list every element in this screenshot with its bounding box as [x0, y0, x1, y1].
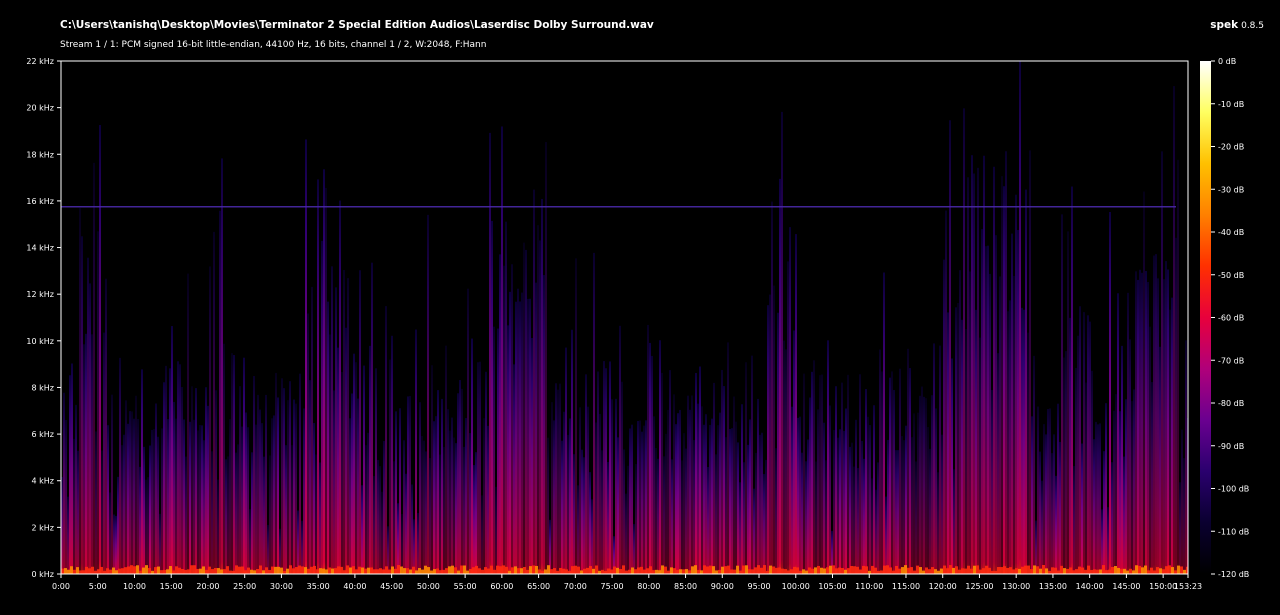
x-tick-label: 30:00: [270, 582, 293, 591]
y-tick-label: 0 kHz: [32, 570, 54, 579]
colorbar-tick-label: -20 dB: [1218, 143, 1244, 152]
x-tick-label: 0:00: [52, 582, 70, 591]
colorbar-tick-label: -30 dB: [1218, 185, 1244, 194]
x-tick-label: 130:00: [1002, 582, 1030, 591]
colorbar-tick-label: -70 dB: [1218, 356, 1244, 365]
app-title: spek: [1210, 19, 1239, 31]
x-tick-label: 110:00: [855, 582, 883, 591]
x-tick-label: 15:00: [160, 582, 183, 591]
colorbar-tick-label: -60 dB: [1218, 314, 1244, 323]
x-tick-label: 55:00: [454, 582, 477, 591]
colorbar-tick-label: -90 dB: [1218, 442, 1244, 451]
x-tick-label: 115:00: [892, 582, 920, 591]
file-path: C:\Users\tanishq\Desktop\Movies\Terminat…: [60, 19, 654, 31]
x-tick-label: 45:00: [380, 582, 403, 591]
x-tick-label: 145:00: [1112, 582, 1140, 591]
colorbar-tick-label: -110 dB: [1218, 527, 1249, 536]
colorbar-tick-label: -40 dB: [1218, 228, 1244, 237]
y-tick-label: 8 kHz: [32, 383, 54, 392]
y-tick-label: 12 kHz: [26, 290, 54, 299]
colorbar-tick-label: -120 dB: [1218, 570, 1249, 579]
x-tick-label: 140:00: [1076, 582, 1104, 591]
x-tick-label: 75:00: [601, 582, 624, 591]
y-tick-label: 22 kHz: [26, 57, 54, 66]
app-version: 0.8.5: [1241, 21, 1264, 31]
app-name: spek 0.8.5: [1210, 19, 1264, 31]
x-tick-label: 120:00: [929, 582, 957, 591]
colorbar-tick-label: -80 dB: [1218, 399, 1244, 408]
y-tick-label: 4 kHz: [32, 477, 54, 486]
x-tick-label: 105:00: [818, 582, 846, 591]
x-tick-label: 150:00: [1149, 582, 1177, 591]
x-tick-label: 50:00: [417, 582, 440, 591]
x-tick-label: 60:00: [490, 582, 513, 591]
colorbar-tick-label: -10 dB: [1218, 100, 1244, 109]
x-tick-label: 70:00: [564, 582, 587, 591]
x-tick-label: 95:00: [747, 582, 770, 591]
x-tick-label: 65:00: [527, 582, 550, 591]
x-tick-label: 100:00: [782, 582, 810, 591]
x-tick-label: 85:00: [674, 582, 697, 591]
y-tick-label: 14 kHz: [26, 244, 54, 253]
x-tick-label: 90:00: [711, 582, 734, 591]
colorbar-tick-label: -100 dB: [1218, 485, 1249, 494]
y-tick-label: 10 kHz: [26, 337, 54, 346]
spectrum-layer: [61, 61, 1188, 574]
x-tick-label: 40:00: [343, 582, 366, 591]
x-tick-label: 25:00: [233, 582, 256, 591]
x-tick-label: 5:00: [89, 582, 107, 591]
x-tick-label: 125:00: [965, 582, 993, 591]
x-tick-label: 135:00: [1039, 582, 1067, 591]
y-tick-label: 18 kHz: [26, 150, 54, 159]
x-tick-label: 20:00: [196, 582, 219, 591]
colorbar-tick-label: -50 dB: [1218, 271, 1244, 280]
colorbar: [1200, 61, 1211, 574]
stream-info: Stream 1 / 1: PCM signed 16-bit little-e…: [60, 40, 487, 50]
y-tick-label: 16 kHz: [26, 197, 54, 206]
x-tick-label: 153:23: [1174, 582, 1202, 591]
y-tick-label: 20 kHz: [26, 104, 54, 113]
frequency-axis: 0 kHz 2 kHz 4 kHz 6 kHz 8 kHz 10 kHz 12 kHz 14 …: [26, 57, 61, 579]
x-tick-label: 10:00: [123, 582, 146, 591]
y-tick-label: 2 kHz: [32, 523, 54, 532]
y-tick-label: 6 kHz: [32, 430, 54, 439]
x-tick-label: 80:00: [637, 582, 660, 591]
plot-frame: [60, 60, 1189, 575]
colorbar-tick-label: 0 dB: [1218, 57, 1236, 66]
time-axis: 0:00 5:00 10:00 15:00 20:00 25:00 30:00 35:00 40…: [52, 574, 1202, 591]
colorbar-axis: 0 dB -10 dB -20 dB -30 dB -40 dB -50 dB -60 dB…: [1211, 57, 1249, 579]
x-tick-label: 35:00: [307, 582, 330, 591]
